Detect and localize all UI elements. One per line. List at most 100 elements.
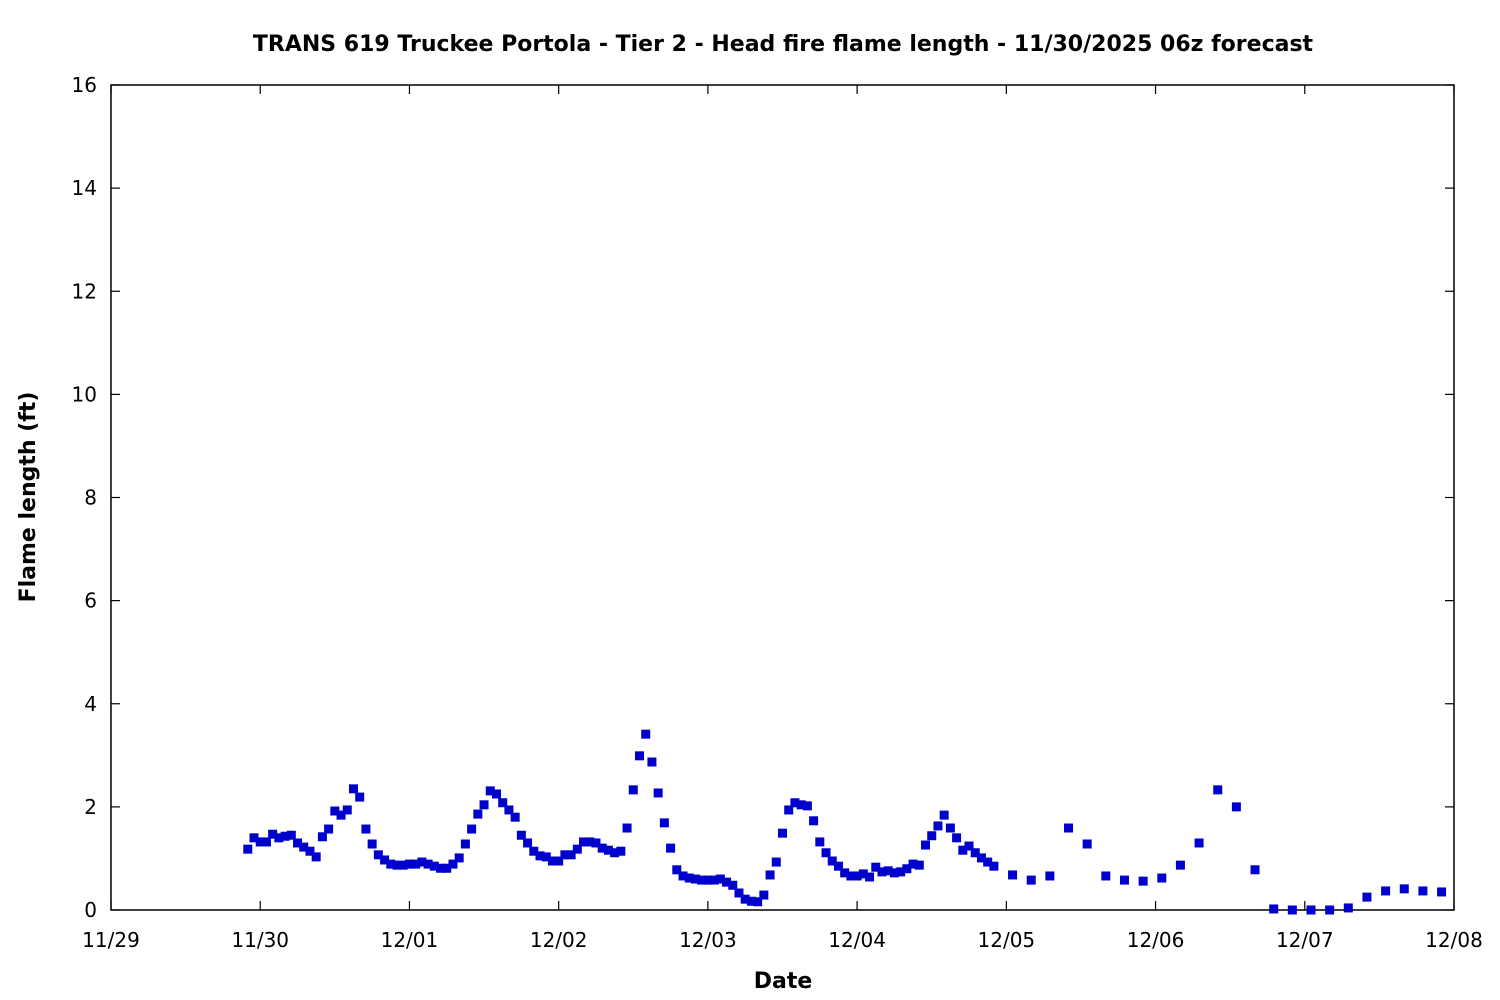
data-point — [286, 830, 296, 840]
data-point — [1008, 870, 1018, 880]
data-point — [1399, 884, 1409, 894]
data-point — [429, 861, 439, 871]
data-point — [827, 856, 837, 866]
data-point — [728, 880, 738, 890]
data-point — [305, 846, 315, 856]
y-tick-label: 0 — [84, 898, 97, 922]
data-point — [753, 897, 763, 907]
data-point — [1287, 905, 1297, 915]
data-point — [815, 837, 825, 847]
data-point — [299, 842, 309, 852]
data-point — [355, 792, 365, 802]
data-point — [392, 860, 402, 870]
data-point — [1418, 886, 1428, 896]
data-point — [1119, 875, 1129, 885]
x-tick-label: 12/03 — [679, 928, 737, 952]
data-point — [616, 846, 626, 856]
x-tick-label: 12/04 — [828, 928, 886, 952]
data-point — [690, 874, 700, 884]
data-point — [529, 846, 539, 856]
data-point — [261, 837, 271, 847]
data-point — [684, 873, 694, 883]
y-tick-label: 10 — [72, 382, 97, 406]
data-point — [591, 838, 601, 848]
data-point — [939, 810, 949, 820]
data-point — [871, 862, 881, 872]
data-point — [610, 848, 620, 858]
x-tick-label: 11/29 — [82, 928, 140, 952]
data-point — [746, 896, 756, 906]
data-point — [1269, 904, 1279, 914]
data-point — [560, 850, 570, 860]
data-point — [324, 824, 334, 834]
data-point — [759, 890, 769, 900]
x-tick-label: 12/08 — [1425, 928, 1483, 952]
data-point — [889, 868, 899, 878]
data-point — [945, 823, 955, 833]
x-tick-label: 12/01 — [381, 928, 439, 952]
data-point — [647, 757, 657, 767]
data-point — [902, 864, 912, 874]
data-point — [1343, 903, 1353, 913]
y-tick-label: 12 — [72, 279, 97, 303]
data-point — [498, 798, 508, 808]
data-point — [703, 875, 713, 885]
data-point — [274, 833, 284, 843]
data-point — [566, 850, 576, 860]
data-point — [448, 859, 458, 869]
data-point — [348, 784, 358, 794]
data-point — [467, 824, 477, 834]
data-point — [634, 751, 644, 761]
data-point — [666, 843, 676, 853]
x-tick-label: 12/02 — [530, 928, 588, 952]
data-point — [1381, 886, 1391, 896]
data-point — [255, 837, 265, 847]
data-point — [541, 852, 551, 862]
data-point — [442, 863, 452, 873]
data-point — [1157, 873, 1167, 883]
plot-frame — [110, 84, 1455, 911]
data-point — [622, 823, 632, 833]
data-point — [317, 832, 327, 842]
data-point — [653, 788, 663, 798]
data-point — [678, 871, 688, 881]
data-point — [771, 857, 781, 867]
data-point — [473, 809, 483, 819]
data-point — [927, 831, 937, 841]
data-point — [1306, 905, 1316, 915]
data-point — [1194, 838, 1204, 848]
data-point — [672, 865, 682, 875]
data-point — [460, 839, 470, 849]
data-point — [411, 859, 421, 869]
data-point — [1045, 871, 1055, 881]
data-point — [547, 856, 557, 866]
y-tick-label: 4 — [84, 692, 97, 716]
y-tick-label: 8 — [84, 486, 97, 510]
chart-title: TRANS 619 Truckee Portola - Tier 2 - Hea… — [253, 32, 1314, 57]
data-point — [436, 863, 446, 873]
x-tick-label: 12/06 — [1127, 928, 1185, 952]
data-point — [293, 838, 303, 848]
data-point — [516, 830, 526, 840]
data-point — [852, 871, 862, 881]
data-point — [603, 845, 613, 855]
data-point — [877, 867, 887, 877]
data-point — [479, 800, 489, 810]
data-point — [1325, 905, 1335, 915]
data-point — [361, 824, 371, 834]
data-point — [778, 828, 787, 838]
data-point — [989, 861, 999, 871]
data-point — [398, 860, 408, 870]
data-point — [958, 845, 968, 855]
data-point — [367, 839, 377, 849]
data-point — [485, 786, 495, 796]
data-point — [858, 869, 868, 879]
data-point — [715, 874, 725, 884]
data-point — [1437, 887, 1447, 897]
data-point — [908, 859, 918, 869]
y-tick-label: 2 — [84, 795, 97, 819]
y-tick-label: 14 — [72, 176, 97, 200]
data-point — [734, 888, 744, 898]
data-point — [796, 800, 806, 810]
data-point — [423, 859, 433, 869]
